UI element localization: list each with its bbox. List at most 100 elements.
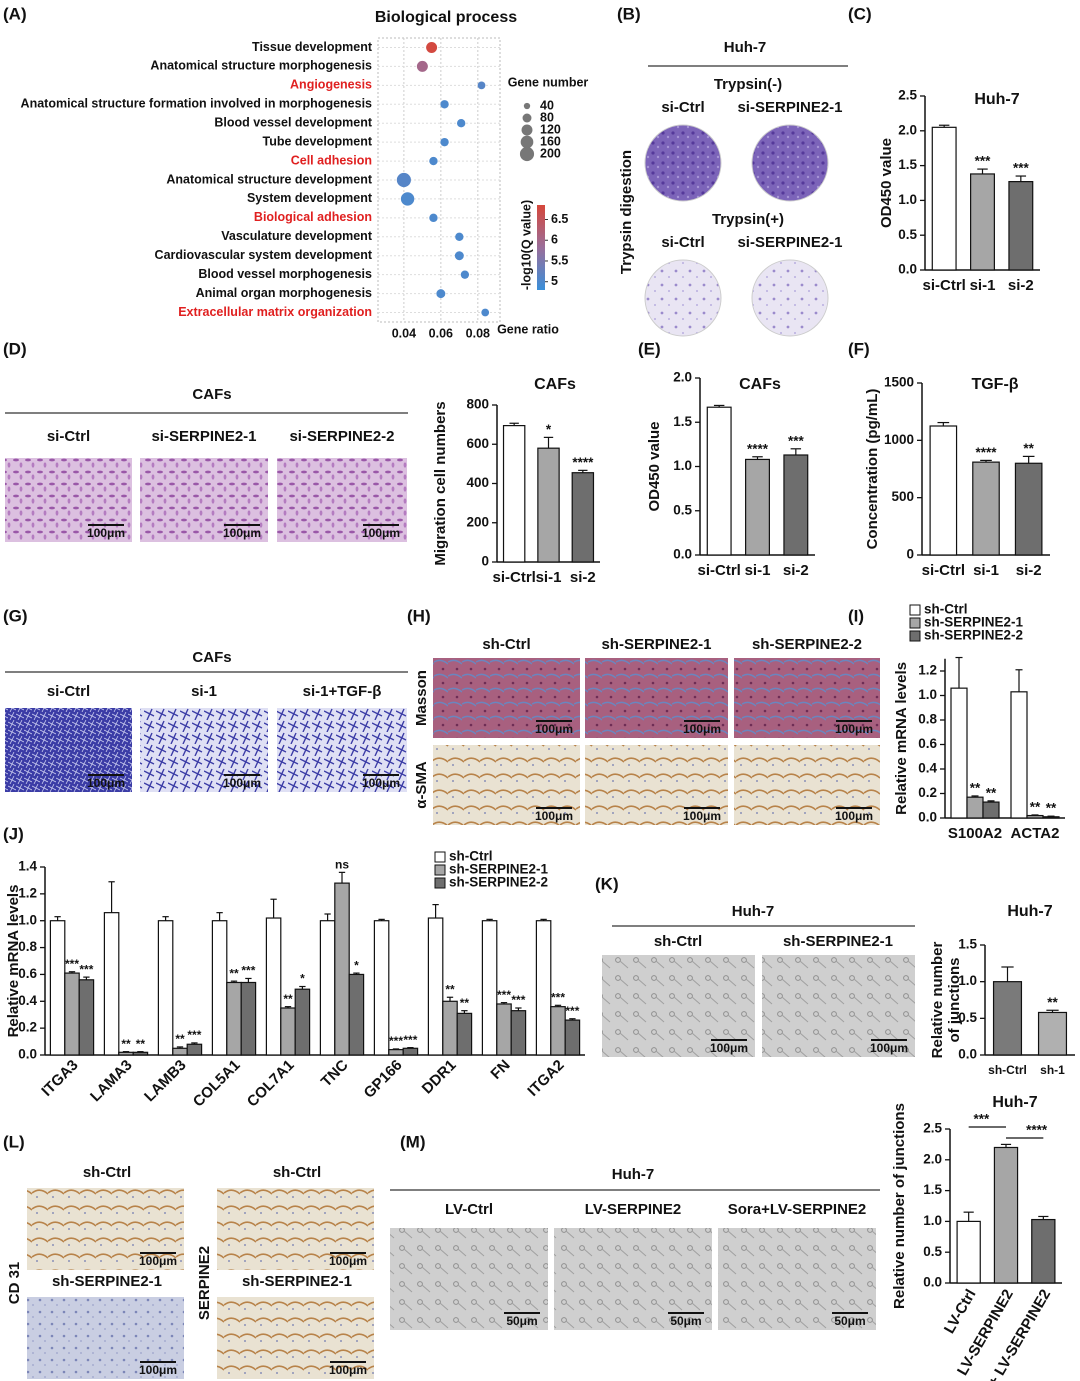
significance: ***	[788, 433, 805, 448]
y-tick-label: 1.5	[958, 937, 977, 952]
category-label: Tube development	[262, 134, 372, 148]
dot	[455, 232, 464, 241]
micrograph	[433, 745, 580, 825]
column-label: sh-SERPINE2-1	[783, 933, 893, 950]
x-tick-label: si-Ctrl	[492, 569, 535, 586]
legend-label: 80	[540, 110, 554, 124]
column-label: LV-SERPINE2	[585, 1201, 681, 1218]
well-image	[751, 124, 829, 202]
dot	[436, 289, 446, 299]
bar	[402, 1047, 419, 1056]
significance: **	[1030, 800, 1041, 815]
micrograph	[734, 658, 880, 738]
category-label: Animal organ morphogenesis	[196, 286, 372, 300]
panel-title: CAFs	[192, 386, 231, 403]
y-tick-label: 1.0	[673, 458, 692, 473]
category-label: Tissue development	[252, 40, 373, 54]
bar	[240, 981, 257, 1056]
scale-label: 100μm	[683, 809, 721, 823]
y-tick-label: 1.2	[918, 663, 937, 678]
column-label: sh-SERPINE2-1	[601, 636, 711, 653]
panel-title: Huh-7	[612, 1166, 655, 1183]
y-tick-label: 0.6	[18, 966, 37, 981]
y-tick-label: 1.0	[18, 912, 37, 927]
y-tick-label: 0.0	[918, 810, 937, 825]
bar	[510, 1010, 527, 1056]
y-tick-label: 0.0	[923, 1275, 942, 1290]
y-tick-label: 500	[891, 489, 914, 504]
bar	[1010, 691, 1028, 819]
scale-label: 100μm	[139, 1254, 177, 1268]
column-label: sh-Ctrl	[83, 1164, 131, 1181]
panel-letter: (M)	[400, 1132, 425, 1151]
legend-swatch	[909, 617, 921, 629]
y-tick-label: 0.0	[673, 547, 692, 562]
panel-letter: (F)	[848, 339, 870, 358]
bar	[64, 972, 80, 1056]
dot	[440, 137, 449, 147]
row-label: Masson	[413, 670, 430, 726]
x-tick-label: si-Ctrl	[922, 277, 965, 294]
dot	[396, 172, 411, 188]
row-label: SERPINE2	[196, 1246, 213, 1320]
category-label: Anatomical structure development	[166, 172, 372, 186]
column-label: LV-Ctrl	[445, 1201, 493, 1218]
y-tick-label: 2.0	[673, 370, 692, 385]
y-tick-label: 0.5	[898, 227, 917, 242]
bar	[535, 920, 552, 1056]
dot	[400, 192, 415, 206]
micrograph	[217, 1188, 374, 1270]
legend-dot	[521, 124, 533, 136]
bar	[537, 447, 560, 563]
significance: **	[970, 781, 981, 796]
significance: ****	[975, 445, 997, 460]
panel-letter: (I)	[848, 606, 864, 625]
category-label: Cell adhesion	[291, 153, 372, 167]
legend-label: sh-SERPINE2-2	[449, 875, 548, 890]
y-axis-label: Relative mRNA levels	[893, 662, 910, 815]
significance: ***	[1013, 161, 1030, 176]
chart-title: TGF-β	[971, 376, 1018, 393]
y-tick-label: 1000	[884, 432, 914, 447]
x-tick-label: si-2	[783, 562, 809, 579]
significance: ****	[1026, 1123, 1048, 1138]
legend-label: 200	[540, 146, 561, 160]
significance: **	[175, 1032, 185, 1046]
bar	[571, 472, 595, 563]
y-tick-label: 800	[466, 397, 489, 412]
bar	[966, 796, 984, 819]
legend-label: 40	[540, 98, 554, 112]
chart-title: Huh-7	[1007, 903, 1052, 920]
x-tick-label: TNC	[318, 1056, 352, 1090]
colorbar-label: 5.5	[551, 253, 568, 267]
bar	[265, 917, 282, 1056]
y-axis-label: Migration cell numbers	[432, 401, 449, 565]
x-tick-label: LV-Ctrl	[941, 1286, 980, 1336]
x-tick-label: GP166	[361, 1057, 406, 1102]
row-header: Trypsin(+)	[712, 211, 784, 228]
column-label: sh-SERPINE2-1	[52, 1273, 162, 1290]
bar	[706, 406, 732, 556]
colorbar-label: 6	[551, 233, 558, 247]
bar	[783, 454, 809, 556]
scale-label: 100μm	[329, 1254, 367, 1268]
y-tick-label: 1.5	[673, 414, 692, 429]
y-axis-label: of junctions	[946, 958, 963, 1043]
bar	[388, 1049, 404, 1056]
y-tick-label: 0.2	[918, 785, 937, 800]
significance: ***	[973, 1112, 990, 1127]
scale-label: 100μm	[535, 722, 573, 736]
bar	[564, 1019, 581, 1056]
y-axis-label: Relative number of junctions	[891, 1103, 908, 1309]
panel-title: Huh-7	[724, 39, 767, 56]
dot	[481, 308, 490, 317]
y-tick-label: 0.0	[958, 1047, 977, 1062]
significance: **	[1023, 441, 1034, 456]
significance: ns	[335, 858, 349, 872]
legend-title: Gene number	[508, 75, 589, 89]
bar	[931, 126, 957, 271]
legend-swatch	[909, 604, 921, 616]
y-tick-label: 0.6	[918, 736, 937, 751]
y-axis-label: Concentration (pg/mL)	[864, 389, 881, 550]
category-label: Vasculature development	[221, 229, 373, 243]
